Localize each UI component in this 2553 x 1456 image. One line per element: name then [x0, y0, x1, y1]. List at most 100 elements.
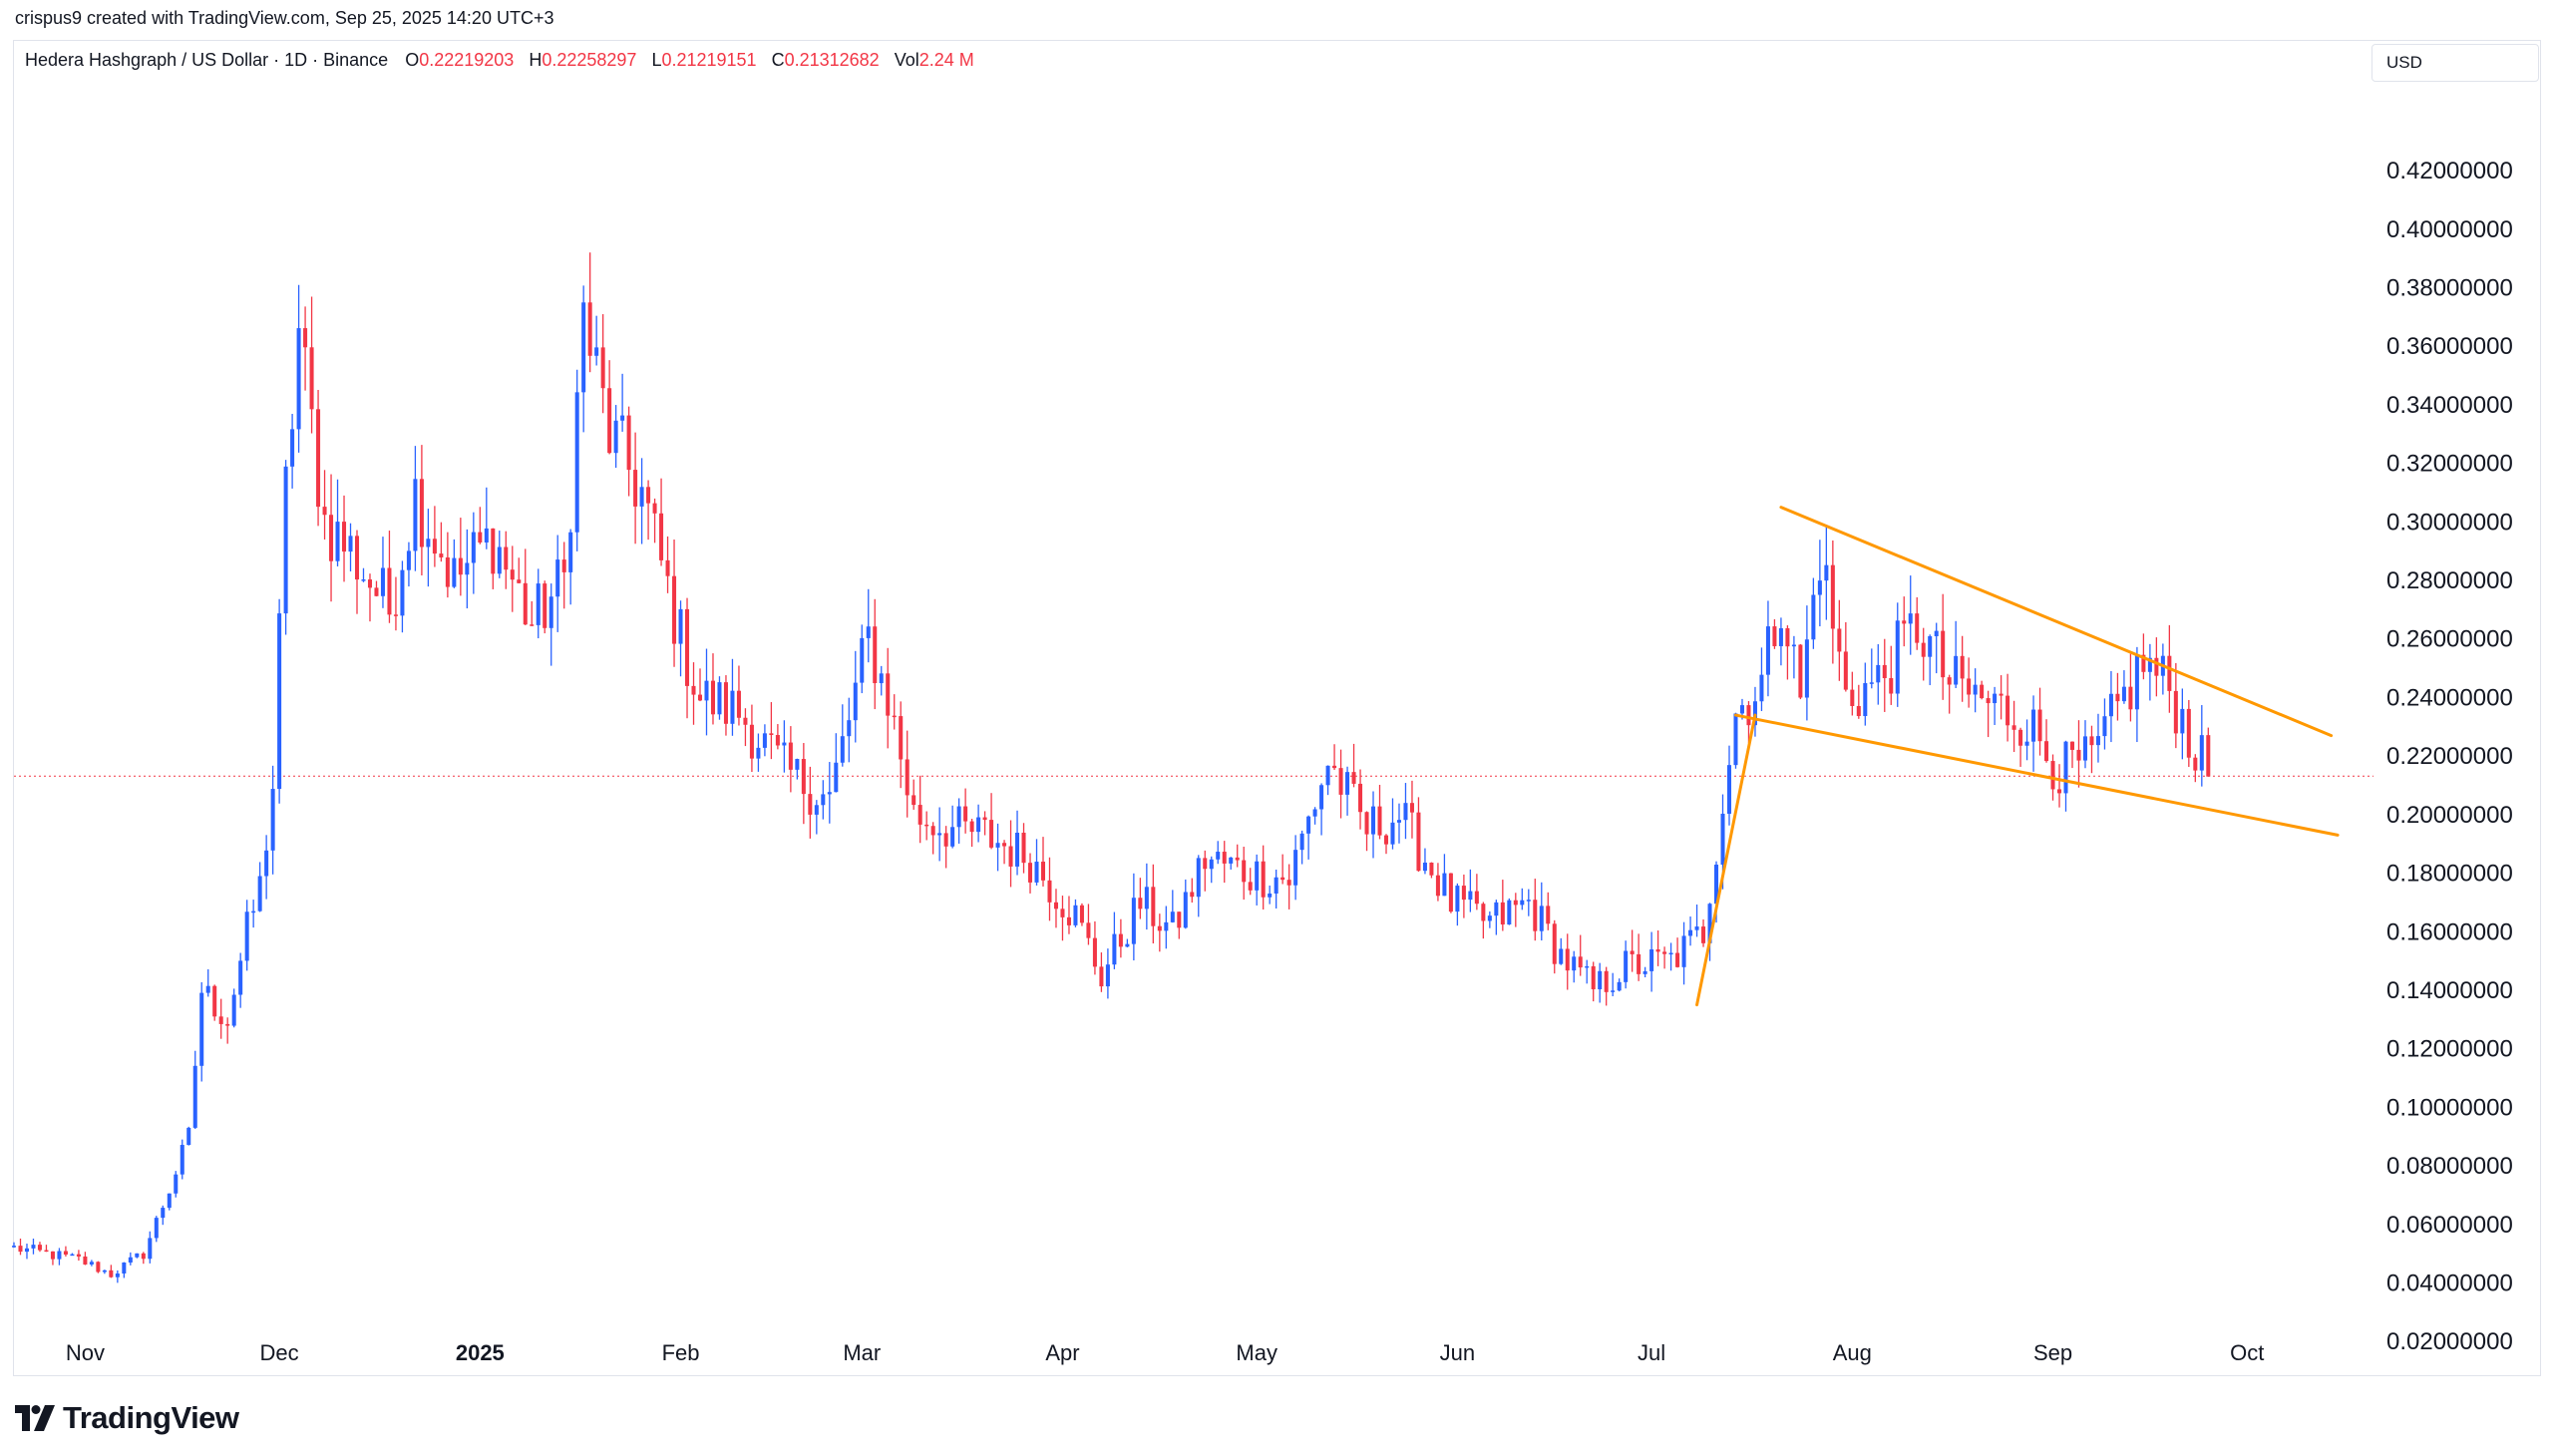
- candle: [1869, 648, 1874, 689]
- candle-body: [309, 347, 314, 410]
- candle: [1559, 937, 1564, 965]
- candle-body: [1539, 906, 1544, 931]
- candle: [1274, 870, 1278, 909]
- x-tick-label: Apr: [1045, 1340, 1079, 1365]
- candle-body: [1338, 768, 1343, 795]
- candle: [2206, 727, 2211, 777]
- candle: [1811, 577, 1816, 649]
- candle-body: [1435, 875, 1440, 897]
- candle: [70, 1253, 75, 1257]
- candle: [2018, 727, 2023, 767]
- low-label: L: [651, 50, 662, 70]
- candle-body: [186, 1127, 191, 1146]
- candle: [969, 819, 974, 848]
- pattern-trendline: [1695, 713, 1757, 1007]
- candle: [432, 506, 437, 567]
- candle: [1028, 853, 1033, 894]
- candle-body: [905, 759, 910, 796]
- candle: [329, 474, 334, 602]
- candle: [1882, 638, 1887, 712]
- candle-body: [2057, 789, 2062, 794]
- candle-body: [432, 539, 437, 554]
- candle: [426, 509, 431, 587]
- candle-body: [2193, 757, 2198, 771]
- candle: [1642, 966, 1647, 978]
- price-axis[interactable]: 0.42000000 0.40000000 0.38000000 0.36000000…: [2386, 158, 2513, 1355]
- candle: [1053, 889, 1058, 928]
- x-tick-label: Feb: [662, 1340, 700, 1365]
- candle-body: [646, 487, 651, 504]
- candle: [2089, 725, 2094, 774]
- candle-body: [406, 550, 411, 570]
- candle: [18, 1238, 23, 1256]
- candle: [1785, 625, 1790, 680]
- candle: [57, 1248, 62, 1266]
- candle: [1817, 540, 1822, 627]
- candle: [2186, 699, 2191, 767]
- candle-body: [264, 850, 269, 877]
- candle: [626, 406, 631, 497]
- candle-body: [329, 515, 334, 561]
- candle-body: [1882, 664, 1887, 679]
- candle-body: [1209, 859, 1214, 870]
- chart-pane[interactable]: [13, 40, 2541, 1376]
- candle-body: [808, 794, 813, 815]
- falling-wedge-pattern[interactable]: [1695, 506, 2340, 1007]
- candle: [1624, 940, 1629, 989]
- candle-body: [1345, 772, 1350, 795]
- candle: [1151, 864, 1156, 944]
- candle-body: [1383, 835, 1389, 845]
- candle-body: [613, 420, 618, 454]
- candle-body: [192, 1065, 197, 1128]
- candle-body: [1261, 861, 1266, 898]
- candle-body: [445, 556, 450, 587]
- candle-body: [886, 673, 891, 716]
- candle: [587, 252, 592, 373]
- candle: [1513, 893, 1518, 927]
- y-tick-label: 0.12000000: [2386, 1036, 2513, 1063]
- candle-body: [1112, 933, 1117, 965]
- candle-body: [387, 567, 392, 615]
- candle-body: [199, 992, 204, 1066]
- x-tick-label: Nov: [66, 1340, 105, 1365]
- time-axis[interactable]: Nov Dec 2025 Feb Mar Apr May Jun Jul Aug Sep Oct: [66, 1340, 2265, 1365]
- candle-body: [1002, 843, 1007, 847]
- candle: [989, 793, 994, 850]
- candle: [1293, 835, 1298, 901]
- candle: [899, 701, 904, 789]
- candle-body: [1034, 862, 1039, 883]
- tradingview-logo[interactable]: TradingView: [15, 1398, 239, 1438]
- candle: [665, 536, 670, 593]
- candle-body: [775, 735, 780, 746]
- candle-body: [1843, 651, 1848, 690]
- candle: [1662, 946, 1667, 969]
- candle-body: [976, 817, 981, 833]
- candle: [930, 822, 935, 855]
- candle: [840, 704, 845, 767]
- candle: [2069, 741, 2075, 769]
- candle-body: [1422, 862, 1427, 872]
- candle: [1830, 540, 1835, 664]
- candle: [316, 390, 321, 527]
- candle-body: [1203, 858, 1208, 870]
- candle-body: [1837, 628, 1842, 652]
- candle-body: [1993, 693, 1998, 704]
- candle-body: [478, 532, 483, 543]
- candle: [937, 807, 942, 862]
- candle-body: [956, 806, 961, 828]
- candle-body: [1675, 952, 1680, 967]
- candle-body: [1941, 630, 1946, 678]
- candle-body: [1772, 626, 1777, 646]
- y-tick-label: 0.16000000: [2386, 918, 2513, 945]
- candle: [2044, 719, 2049, 763]
- currency-button[interactable]: USD: [2371, 44, 2539, 82]
- candle: [1468, 869, 1473, 912]
- candle: [1118, 918, 1123, 958]
- candle-body: [1164, 921, 1169, 931]
- candle-body: [672, 575, 677, 644]
- candle-body: [1196, 858, 1201, 898]
- candle-body: [1533, 900, 1538, 931]
- candle: [2134, 646, 2139, 743]
- y-tick-label: 0.22000000: [2386, 743, 2513, 770]
